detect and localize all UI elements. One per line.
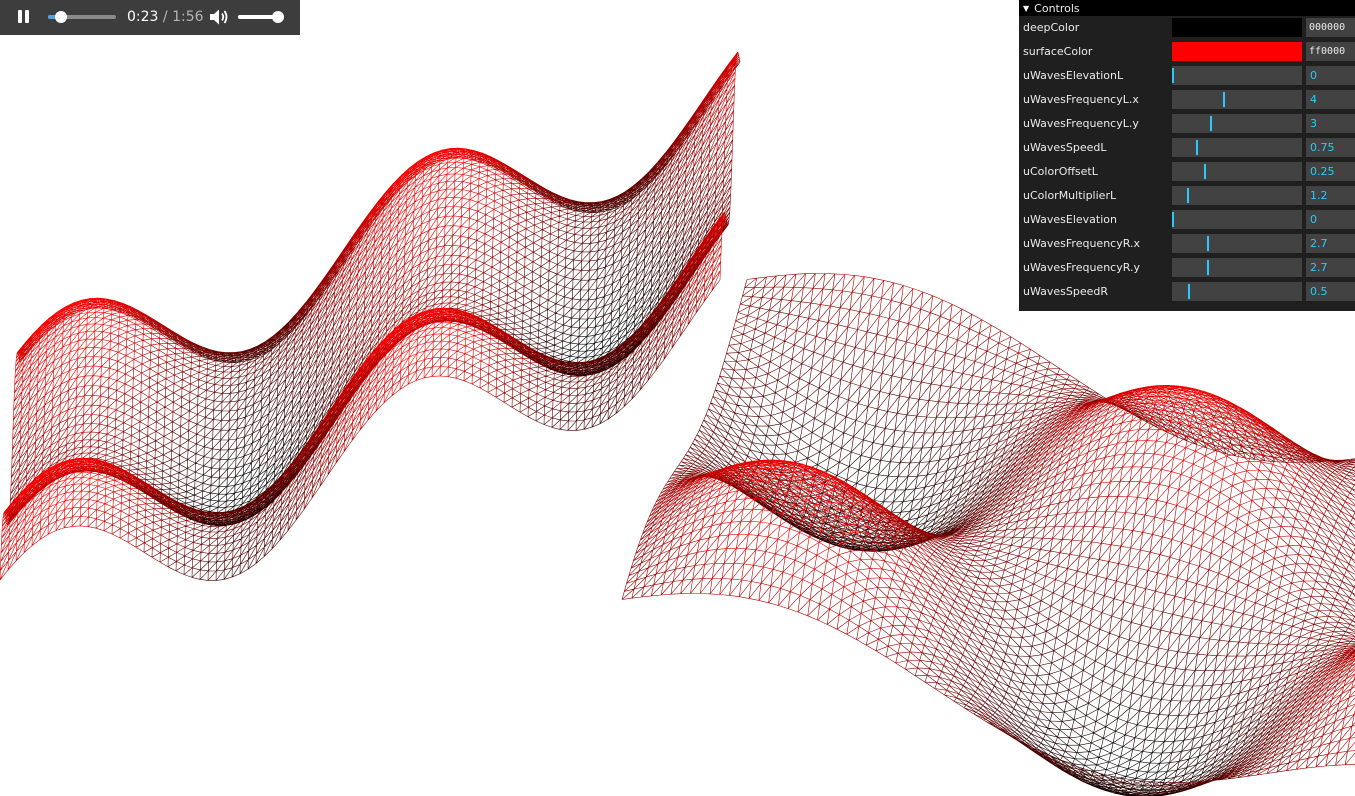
duration: 1:56: [172, 9, 204, 25]
control-label: uColorMultiplierL: [1023, 189, 1117, 202]
slider-control-row: uColorOffsetL 0.25: [1019, 160, 1355, 184]
slider-control-row: uWavesSpeedL 0.75: [1019, 136, 1355, 160]
volume-level: [238, 15, 279, 19]
seek-progress: [48, 15, 62, 19]
slider-control-row: uWavesElevationL 0: [1019, 64, 1355, 88]
volume-icon[interactable]: [209, 8, 229, 26]
param-value-input[interactable]: 0: [1306, 66, 1355, 85]
control-label: uWavesElevationL: [1023, 69, 1124, 82]
param-value-input[interactable]: 0.5: [1306, 282, 1355, 301]
control-label: uWavesElevation: [1023, 213, 1117, 226]
control-label: uColorOffsetL: [1023, 165, 1098, 178]
slider-knob[interactable]: [1223, 92, 1226, 107]
control-label: uWavesFrequencyL.x: [1023, 93, 1139, 106]
slider-control-row: uWavesFrequencyR.x 2.7: [1019, 232, 1355, 256]
controls-panel-header[interactable]: ▼ Controls: [1019, 0, 1355, 16]
param-slider[interactable]: [1172, 186, 1302, 205]
slider-knob[interactable]: [1206, 260, 1209, 275]
control-label: deepColor: [1023, 21, 1080, 34]
slider-knob[interactable]: [1172, 68, 1174, 83]
seek-bar[interactable]: [48, 11, 116, 23]
param-value-input[interactable]: 2.7: [1306, 234, 1355, 253]
pause-icon[interactable]: [16, 10, 30, 25]
time-display: 0:23 / 1:56: [127, 9, 204, 25]
color-hex-input[interactable]: ff0000: [1306, 42, 1355, 61]
slider-knob[interactable]: [1210, 116, 1213, 131]
param-slider[interactable]: [1172, 162, 1302, 181]
current-time: 0:23: [127, 9, 159, 25]
volume-thumb[interactable]: [272, 11, 285, 23]
color-swatch[interactable]: [1172, 42, 1302, 61]
color-control-row: surfaceColor ff0000: [1019, 40, 1355, 64]
slider-knob[interactable]: [1204, 164, 1206, 179]
chevron-down-icon: ▼: [1023, 3, 1030, 13]
param-value-input[interactable]: 0.75: [1306, 138, 1355, 157]
slider-control-row: uColorMultiplierL 1.2: [1019, 184, 1355, 208]
slider-knob[interactable]: [1188, 284, 1190, 299]
control-label: uWavesSpeedR: [1023, 285, 1109, 298]
control-label: uWavesSpeedL: [1023, 141, 1107, 154]
control-label: uWavesFrequencyL.y: [1023, 117, 1139, 130]
seek-thumb[interactable]: [55, 11, 68, 23]
param-value-input[interactable]: 2.7: [1306, 258, 1355, 277]
param-value-input[interactable]: 3: [1306, 114, 1355, 133]
controls-panel: ▼ Controls deepColor 000000 surfaceColor ff…: [1019, 0, 1355, 311]
slider-knob[interactable]: [1187, 188, 1190, 203]
param-slider[interactable]: [1172, 90, 1302, 109]
param-value-input[interactable]: 4: [1306, 90, 1355, 109]
param-slider[interactable]: [1172, 114, 1302, 133]
param-slider[interactable]: [1172, 282, 1302, 301]
param-slider[interactable]: [1172, 234, 1302, 253]
color-hex-input[interactable]: 000000: [1306, 18, 1355, 37]
color-swatch[interactable]: [1172, 18, 1302, 37]
slider-knob[interactable]: [1172, 212, 1174, 227]
slider-control-row: uWavesFrequencyR.y 2.7: [1019, 256, 1355, 280]
controls-title: Controls: [1034, 1, 1080, 15]
left-wave-mesh: [0, 51, 741, 581]
control-label: uWavesFrequencyR.y: [1023, 261, 1140, 274]
slider-control-row: uWavesFrequencyL.x 4: [1019, 88, 1355, 112]
color-control-row: deepColor 000000: [1019, 16, 1355, 40]
param-slider[interactable]: [1172, 258, 1302, 277]
param-slider[interactable]: [1172, 210, 1302, 229]
param-slider[interactable]: [1172, 138, 1302, 157]
slider-control-row: uWavesElevation 0: [1019, 208, 1355, 232]
time-separator: /: [162, 9, 168, 25]
param-value-input[interactable]: 0.25: [1306, 162, 1355, 181]
slider-knob[interactable]: [1196, 140, 1199, 155]
volume-slider[interactable]: [238, 11, 285, 23]
slider-control-row: uWavesFrequencyL.y 3: [1019, 112, 1355, 136]
right-wave-mesh: [621, 273, 1355, 796]
control-label: surfaceColor: [1023, 45, 1093, 58]
video-player-controls: 0:23 / 1:56: [0, 0, 300, 35]
control-label: uWavesFrequencyR.x: [1023, 237, 1140, 250]
slider-control-row: uWavesSpeedR 0.5: [1019, 280, 1355, 304]
param-value-input[interactable]: 0: [1306, 210, 1355, 229]
param-slider[interactable]: [1172, 66, 1302, 85]
slider-knob[interactable]: [1206, 236, 1209, 251]
param-value-input[interactable]: 1.2: [1306, 186, 1355, 205]
